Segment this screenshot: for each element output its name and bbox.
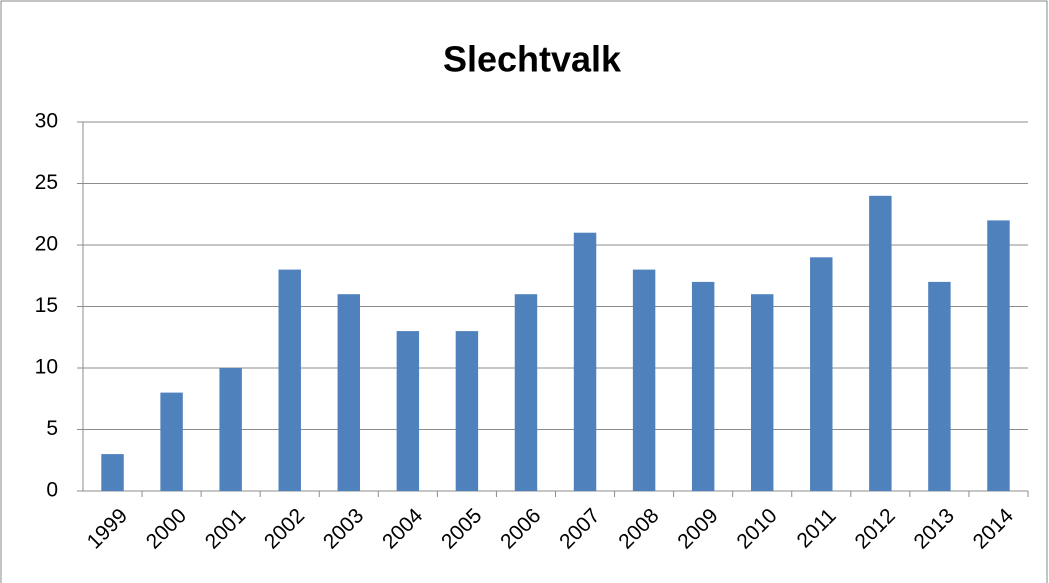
bar [928,281,951,491]
bar [514,294,538,491]
bar [455,331,479,491]
bar [691,281,715,491]
bar [810,257,833,491]
bar [987,220,1010,491]
y-tick-label: 5 [46,417,58,440]
bar [396,331,420,491]
bar [219,368,242,491]
bar [337,294,361,491]
chart-title: Slechtvalk [443,39,622,80]
bar [632,269,656,491]
y-tick-label: 20 [35,233,58,256]
bar [101,454,124,491]
bar [869,195,892,492]
bar [278,269,301,491]
bar [573,232,597,491]
bar [160,392,183,491]
y-tick-label: 30 [35,110,58,133]
y-tick-label: 0 [46,479,58,502]
y-tick-label: 25 [35,171,58,194]
y-tick-label: 10 [35,356,58,379]
bar [750,294,774,491]
y-tick-label: 15 [35,294,58,317]
